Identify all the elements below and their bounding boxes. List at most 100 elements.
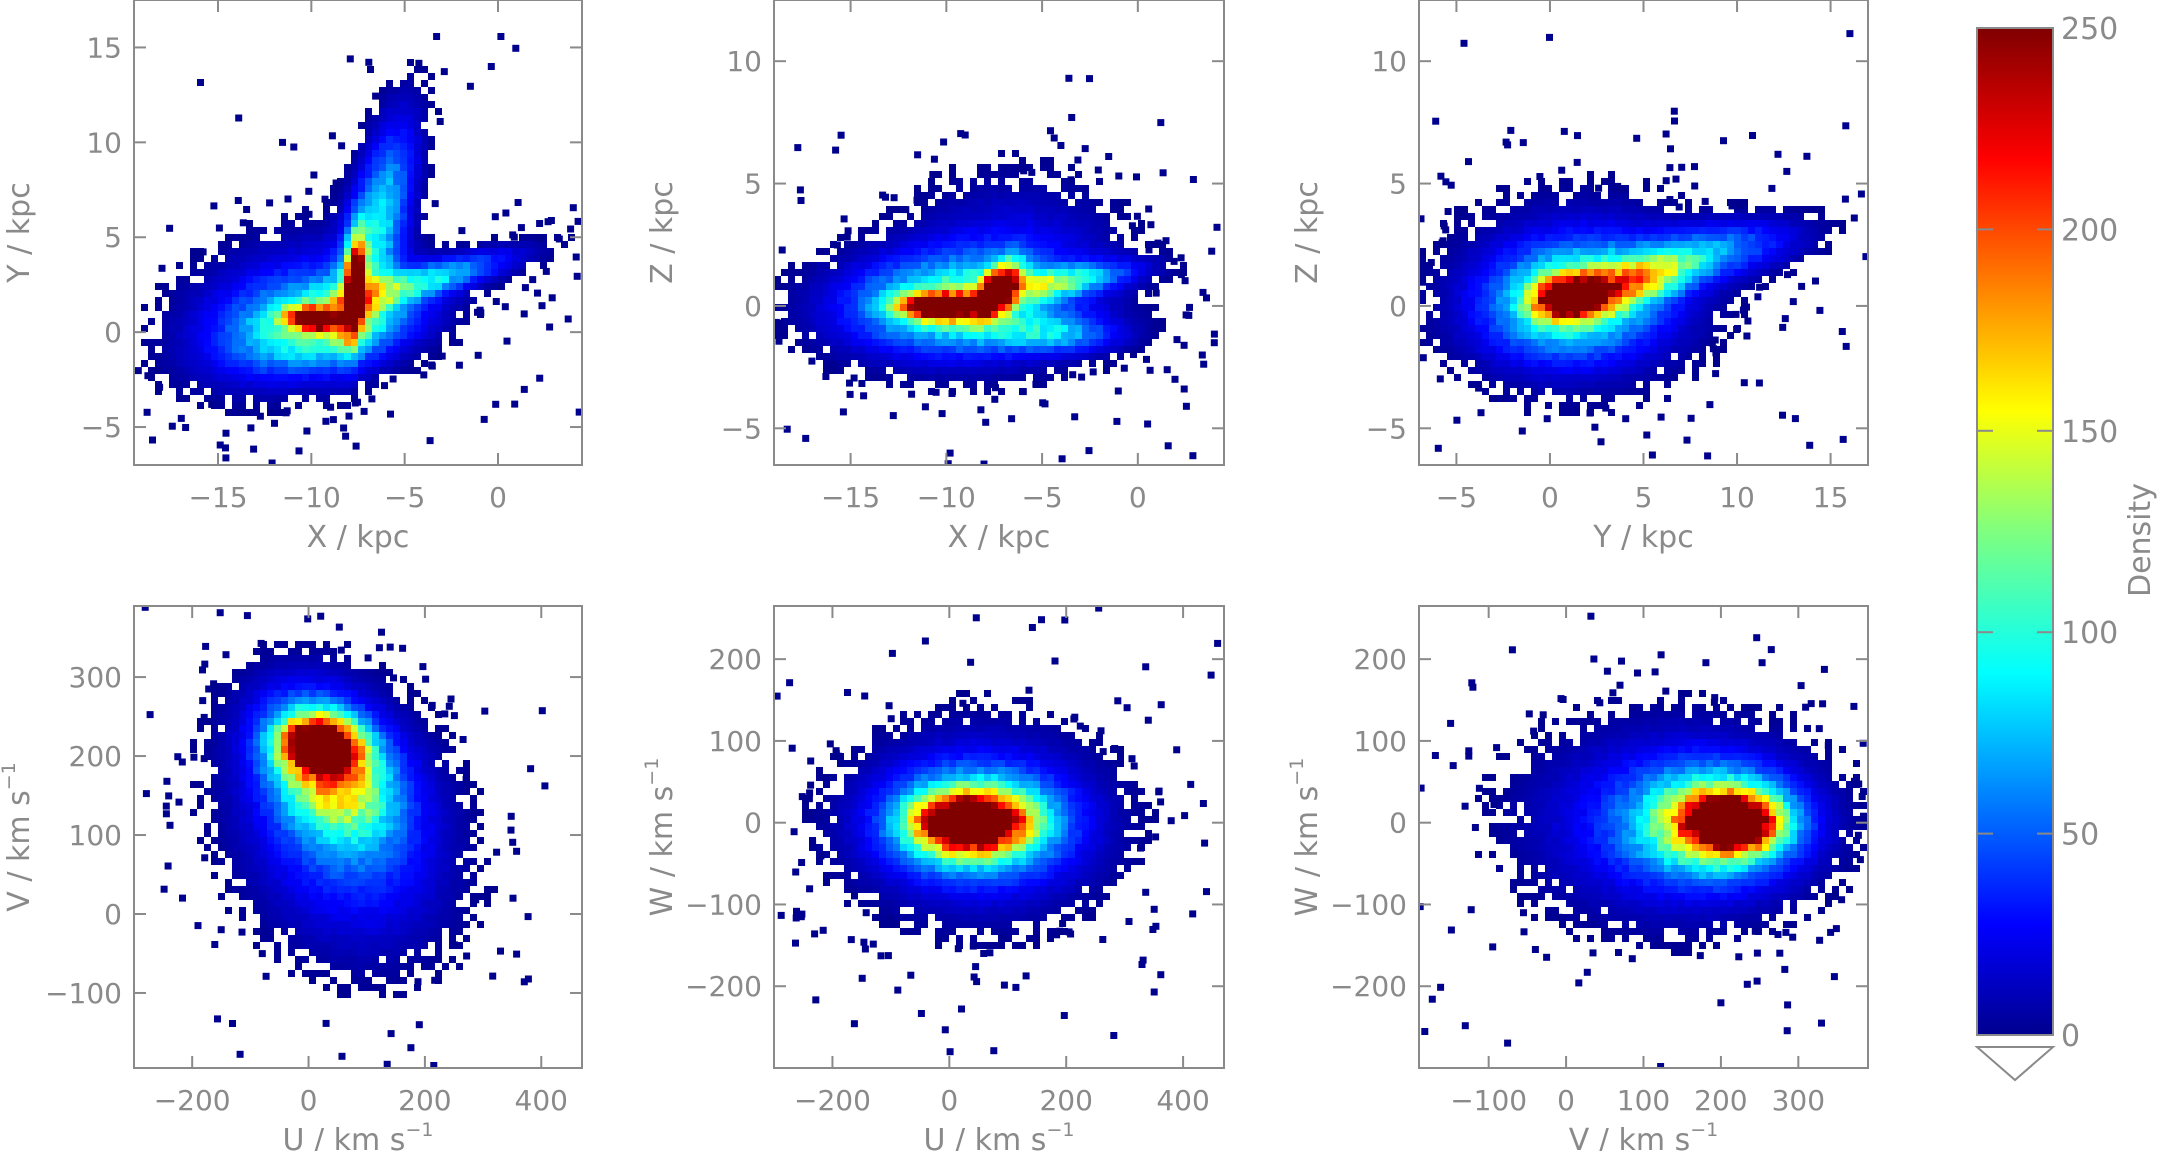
density-cell: [809, 290, 816, 297]
density-cell: [246, 360, 253, 367]
density-cell: [956, 304, 963, 311]
density-cell: [935, 213, 942, 220]
density-cell: [1012, 297, 1019, 304]
density-cell: [267, 269, 274, 276]
density-cell: [1720, 255, 1727, 262]
density-cell: [463, 290, 470, 297]
density-cell: [337, 346, 344, 353]
density-cell: [1790, 234, 1797, 241]
density-cell: [246, 409, 253, 416]
density-cell: [400, 234, 407, 241]
density-cell: [1545, 304, 1552, 311]
density-cell: [1608, 374, 1615, 381]
outlier-point: [1743, 332, 1751, 340]
density-cell: [963, 346, 970, 353]
density-cell: [1496, 353, 1503, 360]
density-cell: [1040, 367, 1047, 374]
density-cell: [302, 241, 309, 248]
density-cell: [1713, 269, 1720, 276]
density-cell: [956, 353, 963, 360]
density-cell: [239, 255, 246, 262]
density-cell: [1552, 276, 1559, 283]
density-cell: [1489, 374, 1496, 381]
density-cell: [830, 311, 837, 318]
density-cell: [330, 220, 337, 227]
outlier-point: [354, 398, 361, 406]
density-cell: [809, 262, 816, 269]
density-cell: [337, 283, 344, 290]
density-cell: [1054, 269, 1061, 276]
density-cell: [1790, 227, 1797, 234]
density-cell: [1692, 318, 1699, 325]
density-cell: [1468, 290, 1475, 297]
density-cell: [330, 802, 337, 809]
density-cell: [1054, 192, 1061, 199]
density-cell: [260, 374, 267, 381]
density-cell: [1594, 248, 1601, 255]
density-cell: [407, 262, 414, 269]
density-cell: [547, 248, 554, 255]
density-cell: [463, 311, 470, 318]
density-cell: [1061, 339, 1068, 346]
density-cell: [1082, 332, 1089, 339]
density-cell: [267, 367, 274, 374]
density-cell: [900, 381, 907, 388]
density-cell: [788, 269, 795, 276]
density-cell: [1026, 234, 1033, 241]
density-cell: [1461, 206, 1468, 213]
density-cell: [316, 872, 323, 879]
outlier-point: [1755, 379, 1763, 387]
density-cell: [351, 248, 358, 255]
density-cell: [1629, 339, 1636, 346]
density-cell: [1671, 227, 1678, 234]
density-cell: [1748, 241, 1755, 248]
density-cell: [914, 360, 921, 367]
outlier-point: [1678, 163, 1686, 171]
density-cell: [1622, 290, 1629, 297]
density-cell: [837, 360, 844, 367]
density-cell: [1657, 199, 1664, 206]
outlier-point: [1453, 416, 1461, 424]
density-cell: [1496, 332, 1503, 339]
density-cell: [1671, 304, 1678, 311]
density-cell: [281, 339, 288, 346]
density-cell: [935, 171, 942, 178]
density-cell: [204, 304, 211, 311]
density-cell: [288, 893, 295, 900]
density-cell: [351, 388, 358, 395]
density-cell: [1517, 367, 1524, 374]
density-cell: [970, 283, 977, 290]
density-cell: [1138, 227, 1145, 234]
outlier-point: [197, 79, 204, 86]
density-cell: [1601, 262, 1608, 269]
density-cell: [281, 697, 288, 704]
density-cell: [267, 290, 274, 297]
density-cell: [1636, 234, 1643, 241]
density-cell: [253, 746, 260, 753]
density-cell: [1061, 234, 1068, 241]
density-cell: [1117, 283, 1124, 290]
density-cell: [1566, 402, 1573, 409]
density-cell: [141, 325, 148, 332]
density-cell: [351, 199, 358, 206]
density-cell: [246, 388, 253, 395]
density-cell: [1005, 171, 1012, 178]
outlier-point: [166, 224, 174, 232]
density-cell: [351, 171, 358, 178]
outlier-point: [1756, 283, 1764, 291]
density-cell: [337, 963, 344, 970]
density-cell: [1110, 360, 1117, 367]
density-cell: [1664, 304, 1671, 311]
density-cell: [309, 851, 316, 858]
density-cell: [540, 262, 547, 269]
density-cell: [211, 269, 218, 276]
density-cell: [1503, 318, 1510, 325]
density-cell: [1629, 311, 1636, 318]
density-cell: [1517, 192, 1524, 199]
density-cell: [1587, 213, 1594, 220]
density-cell: [935, 276, 942, 283]
density-cell: [386, 150, 393, 157]
density-cell: [872, 255, 879, 262]
density-cell: [274, 662, 281, 669]
density-cell: [1622, 283, 1629, 290]
